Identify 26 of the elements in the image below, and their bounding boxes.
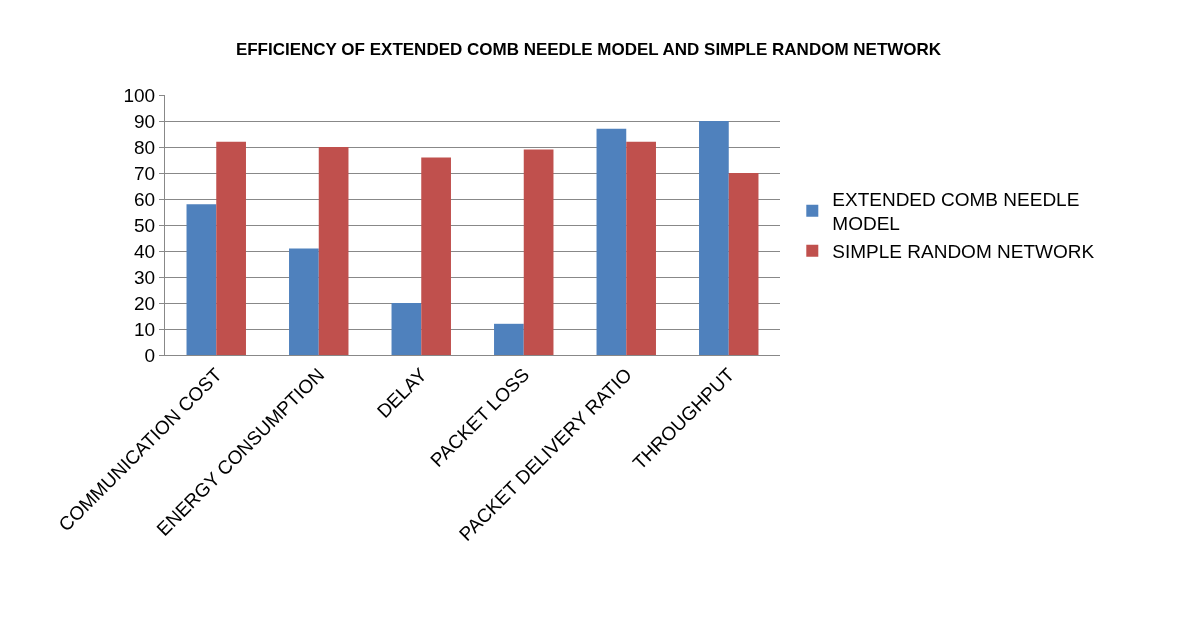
- bar: [523, 149, 554, 355]
- y-tick-label: 0: [144, 344, 156, 366]
- bar: [699, 121, 729, 355]
- y-tick-label: 50: [134, 214, 156, 236]
- bar: [186, 204, 217, 355]
- bar: [626, 141, 656, 355]
- bar: [391, 303, 422, 355]
- y-tick-label: 10: [134, 318, 156, 340]
- y-tick-label: 60: [134, 188, 156, 210]
- legend-label: SIMPLE RANDOM NETWORK: [832, 241, 1095, 263]
- y-tick-label: 20: [134, 292, 156, 314]
- bar: [216, 141, 246, 355]
- legend-label: EXTENDED COMB NEEDLE MODEL: [832, 188, 1080, 235]
- y-tick-label: 30: [134, 266, 156, 288]
- y-tick-label: 40: [134, 240, 156, 262]
- chart-title: EFFICIENCY OF EXTENDED COMB NEEDLE MODEL AND SIMPLE RANDOM NETWORK: [235, 40, 942, 60]
- y-tick-label: 70: [134, 162, 156, 184]
- bar: [421, 157, 451, 355]
- bar: [728, 173, 759, 355]
- y-tick-label: 90: [134, 110, 156, 132]
- bar: [596, 128, 627, 355]
- bar: [289, 248, 319, 355]
- bar: [318, 147, 349, 355]
- y-tick-label: 100: [123, 84, 156, 106]
- y-tick-label: 80: [134, 136, 156, 158]
- bar: [494, 323, 524, 355]
